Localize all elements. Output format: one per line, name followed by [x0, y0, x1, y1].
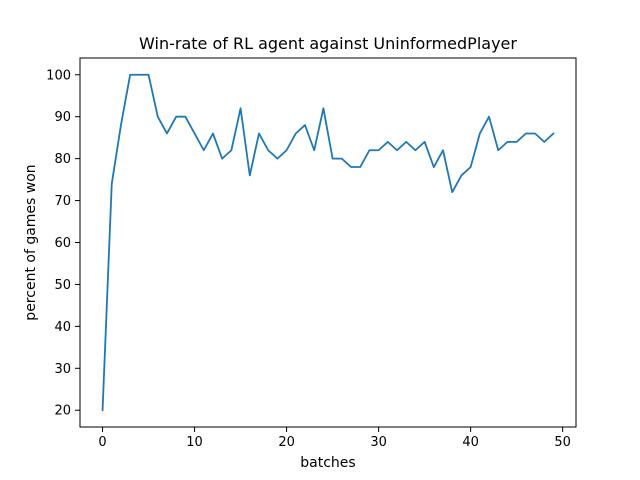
- y-tick-label: 70: [54, 194, 71, 209]
- x-tick-label: 30: [370, 435, 387, 450]
- chart-title: Win-rate of RL agent against UninformedP…: [139, 34, 517, 53]
- x-tick-label: 20: [278, 435, 295, 450]
- y-axis: 20 30 40 50 60 70 80 90 100: [46, 68, 80, 419]
- y-tick-label: 100: [46, 68, 71, 83]
- y-tick-label: 90: [54, 110, 71, 125]
- x-tick-label: 0: [98, 435, 106, 450]
- y-tick-label: 50: [54, 278, 71, 293]
- plot-area: [80, 58, 576, 427]
- x-axis: 0 10 20 30 40 50: [98, 427, 571, 450]
- x-axis-label: batches: [300, 455, 355, 471]
- x-tick-label: 50: [554, 435, 571, 450]
- y-axis-label: percent of games won: [23, 164, 39, 320]
- data-layer: [101, 73, 555, 412]
- x-tick-label: 40: [462, 435, 479, 450]
- y-tick-label: 80: [54, 152, 71, 167]
- x-tick-label: 10: [186, 435, 203, 450]
- y-tick-label: 20: [54, 404, 71, 419]
- y-tick-label: 40: [54, 320, 71, 335]
- y-tick-label: 30: [54, 362, 71, 377]
- y-tick-label: 60: [54, 236, 71, 251]
- series-line: [101, 73, 555, 412]
